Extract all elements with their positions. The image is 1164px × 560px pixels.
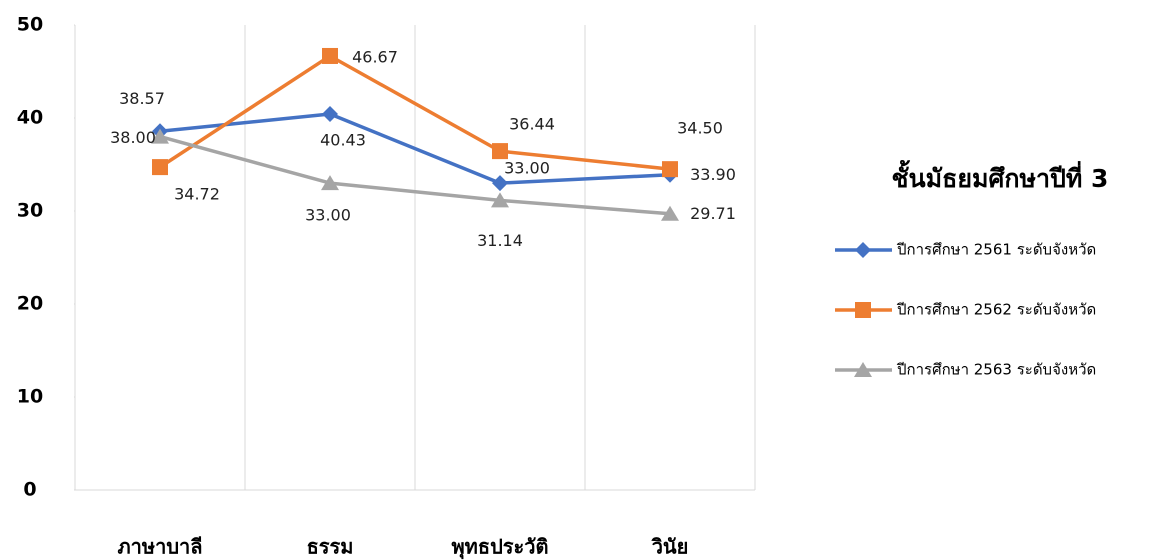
chart-title: ชั้นมัธยมศึกษาปีที่ 3 xyxy=(892,159,1109,193)
data-label: 33.00 xyxy=(305,206,351,225)
legend-label: ปีการศึกษา 2563 ระดับจังหวัด xyxy=(896,361,1096,379)
data-label: 38.57 xyxy=(119,89,165,108)
legend-label: ปีการศึกษา 2561 ระดับจังหวัด xyxy=(896,241,1096,259)
data-label: 46.67 xyxy=(352,47,398,66)
marker xyxy=(321,175,339,191)
x-tick-label: ภาษาบาลี xyxy=(117,535,202,559)
marker xyxy=(322,106,338,123)
marker xyxy=(661,205,679,221)
x-tick-label: ธรรม xyxy=(307,535,354,559)
legend-label: ปีการศึกษา 2562 ระดับจังหวัด xyxy=(896,301,1096,319)
data-label: 40.43 xyxy=(320,131,366,150)
data-label: 34.72 xyxy=(174,185,220,204)
marker xyxy=(491,192,509,208)
marker xyxy=(322,47,338,64)
data-label: 34.50 xyxy=(677,119,723,138)
y-tick-label: 50 xyxy=(17,14,43,36)
marker xyxy=(492,175,508,192)
y-tick-label: 30 xyxy=(17,200,43,222)
x-tick-label: วินัย xyxy=(651,535,688,559)
series-line xyxy=(159,134,671,216)
y-tick-label: 0 xyxy=(23,479,36,501)
data-label: 33.90 xyxy=(690,165,736,184)
y-tick-label: 10 xyxy=(17,386,43,408)
series-line xyxy=(159,112,671,185)
data-label: 38.00 xyxy=(110,128,156,147)
marker xyxy=(152,159,168,176)
y-tick-label: 20 xyxy=(17,293,43,315)
marker xyxy=(855,302,871,318)
marker xyxy=(662,161,678,178)
y-tick-label: 40 xyxy=(17,107,43,129)
data-label: 33.00 xyxy=(504,159,550,178)
series-line xyxy=(159,54,671,171)
data-label: 36.44 xyxy=(509,115,555,134)
marker xyxy=(151,128,169,144)
data-label: 31.14 xyxy=(477,231,523,250)
data-label: 29.71 xyxy=(690,204,736,223)
marker xyxy=(855,242,871,258)
x-tick-label: พุทธประวัติ xyxy=(452,535,549,560)
marker xyxy=(492,143,508,160)
marker xyxy=(854,362,872,377)
